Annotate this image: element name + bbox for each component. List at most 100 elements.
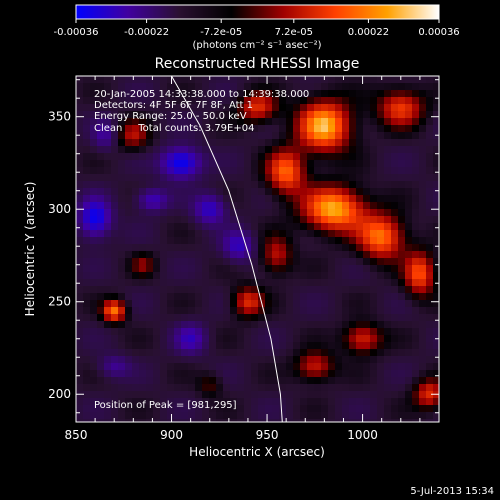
heatmap-cell xyxy=(167,216,175,224)
heatmap-cell xyxy=(342,230,350,238)
heatmap-cell xyxy=(349,300,357,308)
heatmap-cell xyxy=(258,356,266,364)
heatmap-cell xyxy=(286,160,294,168)
heatmap-cell xyxy=(160,384,168,392)
heatmap-cell xyxy=(300,356,308,364)
heatmap-cell xyxy=(286,370,294,378)
heatmap-cell xyxy=(307,146,315,154)
heatmap-cell xyxy=(181,300,189,308)
heatmap-cell xyxy=(181,104,189,112)
heatmap-cell xyxy=(237,286,245,294)
heatmap-cell xyxy=(265,167,273,175)
heatmap-cell xyxy=(237,195,245,203)
heatmap-cell xyxy=(370,307,378,315)
heatmap-cell xyxy=(426,104,434,112)
heatmap-cell xyxy=(181,76,189,84)
heatmap-cell xyxy=(104,160,112,168)
heatmap-cell xyxy=(272,384,280,392)
heatmap-cell xyxy=(97,174,105,182)
heatmap-cell xyxy=(265,265,273,273)
heatmap-cell xyxy=(188,90,196,98)
heatmap-cell xyxy=(244,216,252,224)
heatmap-cell xyxy=(279,286,287,294)
heatmap-cell xyxy=(391,104,399,112)
heatmap-cell xyxy=(97,132,105,140)
heatmap-cell xyxy=(272,223,280,231)
heatmap-cell xyxy=(412,342,420,350)
heatmap-cell xyxy=(384,104,392,112)
heatmap-cell xyxy=(139,132,147,140)
heatmap-cell xyxy=(300,139,308,147)
heatmap-cell xyxy=(209,188,217,196)
heatmap-cell xyxy=(111,321,119,329)
heatmap-cell xyxy=(244,209,252,217)
heatmap-cell xyxy=(104,419,112,422)
heatmap-cell xyxy=(370,293,378,301)
heatmap-cell xyxy=(118,412,126,420)
heatmap-cell xyxy=(223,293,231,301)
heatmap-cell xyxy=(76,349,84,357)
heatmap-cell xyxy=(160,195,168,203)
heatmap-cell xyxy=(104,230,112,238)
heatmap-cell xyxy=(181,349,189,357)
heatmap-cell xyxy=(202,272,210,280)
heatmap-cell xyxy=(76,258,84,266)
heatmap-cell xyxy=(405,160,413,168)
heatmap-cell xyxy=(419,188,427,196)
heatmap-cell xyxy=(419,244,427,252)
heatmap-cell xyxy=(412,160,420,168)
heatmap-cell xyxy=(251,258,259,266)
heatmap-cell xyxy=(258,419,266,422)
heatmap-cell xyxy=(146,356,154,364)
heatmap-cell xyxy=(237,167,245,175)
heatmap-cell xyxy=(174,335,182,343)
heatmap-cell xyxy=(216,97,224,105)
heatmap-cell xyxy=(244,321,252,329)
heatmap-cell xyxy=(328,307,336,315)
heatmap-cell xyxy=(370,391,378,399)
heatmap-cell xyxy=(160,398,168,406)
heatmap-cell xyxy=(391,265,399,273)
heatmap-cell xyxy=(342,160,350,168)
heatmap-cell xyxy=(83,97,91,105)
heatmap-cell xyxy=(370,223,378,231)
heatmap-cell xyxy=(118,76,126,84)
heatmap-cell xyxy=(391,237,399,245)
heatmap-cell xyxy=(384,202,392,210)
heatmap-cell xyxy=(83,76,91,84)
heatmap-cell xyxy=(342,398,350,406)
heatmap-cell xyxy=(426,181,434,189)
heatmap-cell xyxy=(244,153,252,161)
heatmap-cell xyxy=(202,230,210,238)
heatmap-cell xyxy=(391,125,399,133)
heatmap-cell xyxy=(139,370,147,378)
heatmap-cell xyxy=(90,160,98,168)
heatmap-cell xyxy=(188,174,196,182)
heatmap-cell xyxy=(167,174,175,182)
heatmap-cell xyxy=(265,391,273,399)
heatmap-cell xyxy=(104,335,112,343)
heatmap-cell xyxy=(300,328,308,336)
heatmap-cell xyxy=(118,279,126,287)
heatmap-cell xyxy=(342,111,350,119)
heatmap-cell xyxy=(188,342,196,350)
heatmap-cell xyxy=(125,370,133,378)
heatmap-cell xyxy=(279,174,287,182)
heatmap-cell xyxy=(244,405,252,413)
heatmap-cell xyxy=(104,97,112,105)
heatmap-cell xyxy=(258,104,266,112)
heatmap-cell xyxy=(125,97,133,105)
heatmap-cell xyxy=(363,76,371,84)
heatmap-cell xyxy=(265,188,273,196)
colorbar-tick-label: -0.00036 xyxy=(54,27,99,38)
heatmap-cell xyxy=(223,300,231,308)
heatmap-cell xyxy=(132,195,140,203)
heatmap-cell xyxy=(195,314,203,322)
heatmap-cell xyxy=(83,286,91,294)
heatmap-cell xyxy=(335,412,343,420)
heatmap-cell xyxy=(426,384,434,392)
heatmap-cell xyxy=(384,167,392,175)
heatmap-cell xyxy=(377,181,385,189)
heatmap-cell xyxy=(139,405,147,413)
heatmap-cell xyxy=(307,118,315,126)
